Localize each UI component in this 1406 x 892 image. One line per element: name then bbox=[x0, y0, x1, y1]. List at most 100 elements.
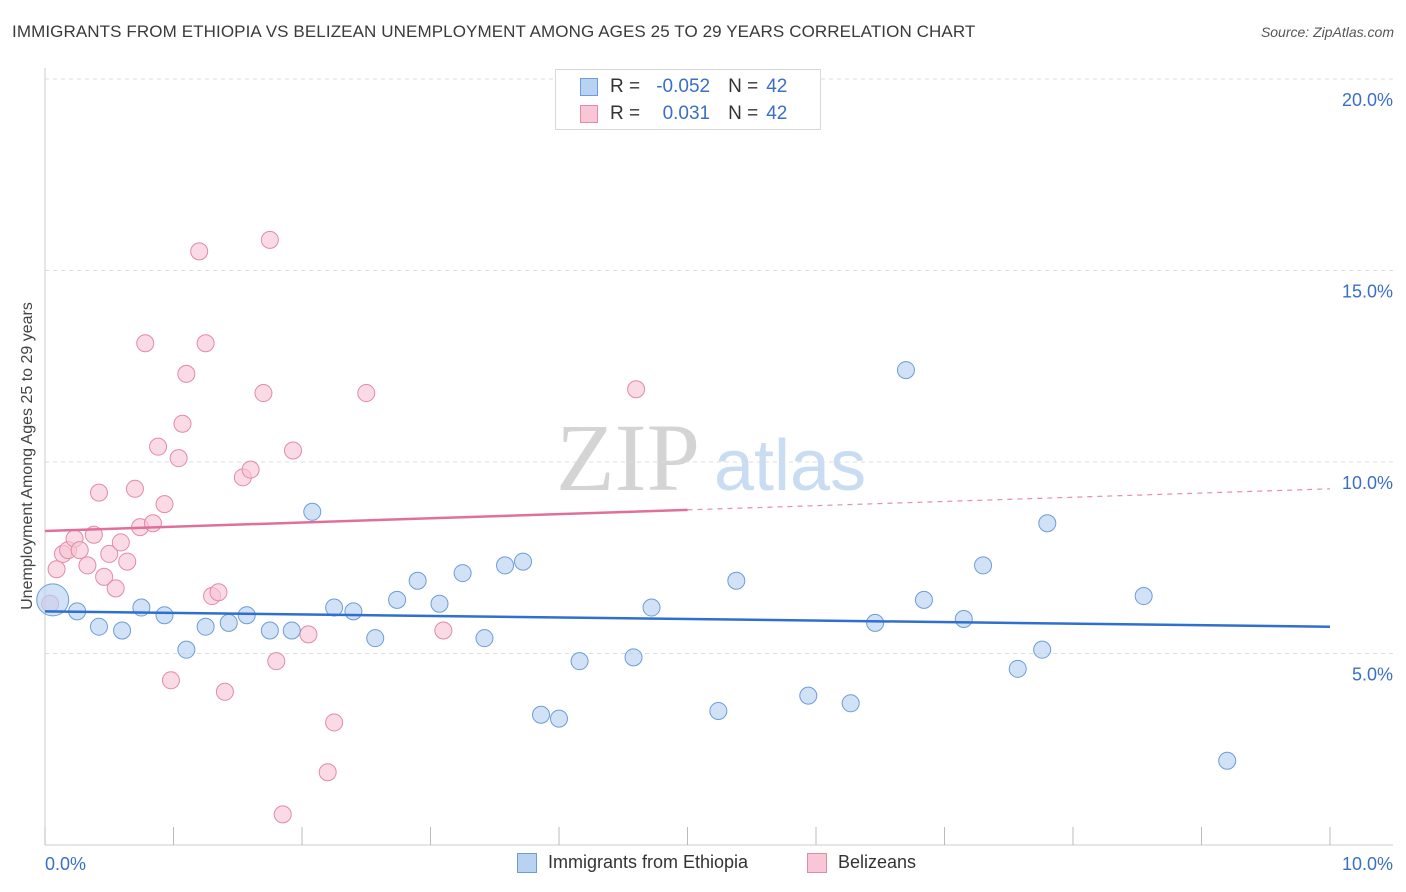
ethiopia-point bbox=[237, 606, 256, 625]
ethiopia-point bbox=[408, 571, 427, 590]
source-credit: Source: ZipAtlas.com bbox=[1260, 24, 1394, 40]
ethiopia-point bbox=[282, 621, 301, 640]
legend-item-belizeans[interactable]: Belizeans bbox=[807, 852, 916, 873]
belizean-point bbox=[136, 334, 155, 353]
y-tick-label: 15.0% bbox=[1342, 282, 1393, 302]
belizean-point bbox=[209, 583, 228, 602]
ethiopia-point bbox=[89, 617, 108, 636]
belizean-point bbox=[143, 514, 162, 533]
belizean-point bbox=[196, 334, 215, 353]
belizean-point bbox=[149, 437, 168, 456]
legend-label-belizeans: Belizeans bbox=[838, 852, 917, 872]
ethiopia-point bbox=[260, 621, 279, 640]
belizean-point bbox=[325, 713, 344, 732]
belizean-point bbox=[215, 682, 234, 701]
ethiopia-point bbox=[1218, 751, 1237, 770]
belizean-point bbox=[299, 625, 318, 644]
belizean-point bbox=[190, 242, 209, 261]
belizean-point bbox=[106, 579, 125, 598]
belizean-point bbox=[47, 560, 66, 579]
belizean-point bbox=[241, 460, 260, 479]
legend-n-label: N = bbox=[728, 76, 759, 97]
y-tick-label: 5.0% bbox=[1352, 665, 1393, 685]
belizean-point bbox=[95, 567, 114, 586]
legend-swatch-blue bbox=[517, 852, 537, 873]
belizean-point bbox=[125, 479, 144, 498]
ethiopia-point bbox=[475, 629, 494, 648]
y-tick-label: 20.0% bbox=[1342, 90, 1393, 110]
ethiopia-point bbox=[113, 621, 132, 640]
ethiopia-point bbox=[514, 552, 533, 571]
belizean-point bbox=[161, 671, 180, 690]
ethiopia-point bbox=[642, 598, 661, 617]
ethiopia-point bbox=[532, 705, 551, 724]
tick-labels: 5.0% 10.0% 15.0% 20.0% 0.0% 10.0% bbox=[45, 90, 1393, 874]
axes bbox=[44, 68, 1393, 846]
belizean-point bbox=[254, 384, 273, 403]
legend-r-label: R = bbox=[610, 103, 641, 124]
ethiopia-point bbox=[366, 629, 385, 648]
belizean-point bbox=[357, 384, 376, 403]
legend-r-value: -0.052 bbox=[656, 76, 711, 97]
ethiopia-point bbox=[799, 686, 818, 705]
watermark-zip: ZIP bbox=[556, 404, 700, 511]
chart-title: IMMIGRANTS FROM ETHIOPIA VS BELIZEAN UNE… bbox=[12, 22, 976, 41]
ethiopia-point bbox=[727, 571, 746, 590]
belizean-point bbox=[177, 364, 196, 383]
belizean-point bbox=[273, 805, 292, 824]
ethiopia-point bbox=[219, 613, 238, 632]
ethiopia-point bbox=[624, 648, 643, 667]
ethiopia-points bbox=[36, 361, 1237, 770]
trend-lines bbox=[44, 488, 1331, 628]
ethiopia-point bbox=[496, 556, 515, 575]
belizean-point bbox=[100, 544, 119, 563]
ethiopia-point bbox=[453, 564, 472, 583]
belizean-trend-line bbox=[44, 508, 688, 533]
ethiopia-point bbox=[914, 590, 933, 609]
legend-swatch-pink bbox=[580, 105, 598, 123]
gridlines bbox=[45, 78, 1393, 654]
belizean-point bbox=[118, 552, 137, 571]
belizean-trend-line-extension bbox=[687, 488, 1331, 511]
legend-row-belizeans: R = 0.031 N = 42 bbox=[580, 103, 787, 125]
legend-swatch-blue bbox=[580, 78, 598, 96]
legend-label-ethiopia: Immigrants from Ethiopia bbox=[548, 852, 749, 872]
ethiopia-point bbox=[1134, 587, 1153, 606]
y-tick-label: 10.0% bbox=[1342, 473, 1393, 493]
legend-swatch-pink bbox=[807, 852, 827, 873]
belizean-point bbox=[89, 483, 108, 502]
belizean-point bbox=[267, 652, 286, 671]
ethiopia-point bbox=[155, 606, 174, 625]
ethiopia-point bbox=[550, 709, 568, 728]
watermark: ZIP atlas bbox=[556, 404, 866, 511]
ethiopia-point bbox=[325, 598, 344, 617]
ethiopia-trend-line bbox=[44, 610, 1331, 628]
belizean-point bbox=[627, 380, 646, 399]
ethiopia-point bbox=[1008, 659, 1027, 678]
ethiopia-point bbox=[841, 694, 860, 713]
belizean-point bbox=[111, 533, 130, 552]
legend-r-value: 0.031 bbox=[662, 103, 711, 124]
legend-n-value: 42 bbox=[766, 103, 788, 124]
ethiopia-point bbox=[1038, 514, 1057, 533]
ethiopia-point bbox=[388, 590, 407, 609]
ethiopia-point bbox=[866, 613, 885, 632]
ethiopia-point bbox=[177, 640, 196, 659]
legend-n-value: 42 bbox=[766, 76, 788, 97]
ethiopia-point bbox=[570, 652, 589, 671]
belizean-point bbox=[260, 230, 279, 249]
belizean-point bbox=[70, 541, 89, 560]
belizean-point bbox=[173, 414, 192, 433]
legend-item-ethiopia[interactable]: Immigrants from Ethiopia bbox=[517, 852, 748, 873]
correlation-legend: R = -0.052 N = 42 R = 0.031 N = 42 bbox=[555, 69, 821, 130]
belizeans-points bbox=[41, 230, 646, 824]
ethiopia-point bbox=[896, 361, 915, 380]
belizean-point bbox=[169, 449, 188, 468]
series-legend: Immigrants from Ethiopia Belizeans bbox=[0, 852, 1406, 876]
belizean-point bbox=[434, 621, 453, 640]
legend-r-label: R = bbox=[610, 76, 641, 97]
ethiopia-point bbox=[954, 610, 973, 629]
belizean-point bbox=[78, 556, 97, 575]
ethiopia-point bbox=[36, 583, 70, 617]
